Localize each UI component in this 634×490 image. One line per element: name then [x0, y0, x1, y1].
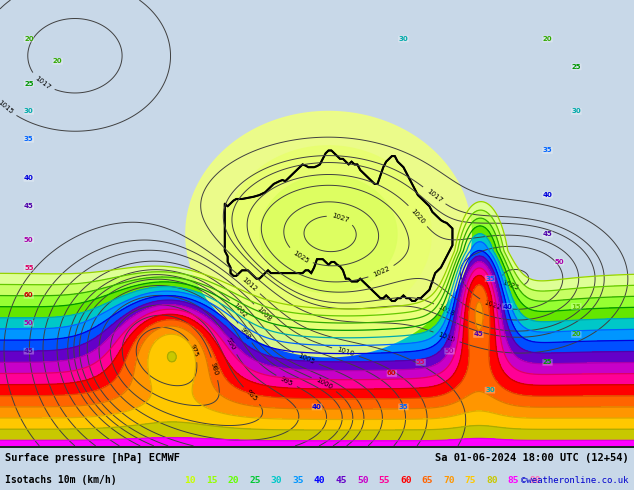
- Text: 1018: 1018: [437, 303, 456, 317]
- Text: 80: 80: [486, 476, 498, 485]
- Text: 1022: 1022: [372, 266, 391, 278]
- Text: 65: 65: [422, 476, 433, 485]
- Text: 55: 55: [378, 476, 390, 485]
- Text: 55: 55: [416, 359, 425, 365]
- Polygon shape: [226, 146, 431, 322]
- Text: 15: 15: [206, 476, 217, 485]
- Text: 1025: 1025: [501, 280, 519, 292]
- Text: 1000: 1000: [315, 377, 333, 391]
- Text: 1020: 1020: [410, 207, 426, 224]
- Text: 35: 35: [292, 476, 304, 485]
- Text: 40: 40: [24, 175, 34, 181]
- Text: 85: 85: [508, 476, 519, 485]
- Polygon shape: [186, 112, 471, 357]
- Text: 55: 55: [24, 265, 34, 270]
- Text: 45: 45: [543, 231, 552, 237]
- Text: 1012: 1012: [241, 276, 258, 293]
- Text: 35: 35: [543, 147, 552, 153]
- Text: 1002: 1002: [231, 302, 248, 319]
- Text: 50: 50: [24, 237, 34, 243]
- Text: 980: 980: [210, 362, 219, 376]
- Text: 60: 60: [400, 476, 411, 485]
- Text: 35: 35: [399, 404, 408, 410]
- Text: 25: 25: [24, 81, 34, 87]
- Text: Sa 01-06-2024 18:00 UTC (12+54): Sa 01-06-2024 18:00 UTC (12+54): [435, 453, 629, 463]
- Text: 30: 30: [485, 387, 495, 393]
- Text: 20: 20: [53, 58, 62, 64]
- Text: 1015: 1015: [0, 99, 14, 115]
- Text: ©weatheronline.co.uk: ©weatheronline.co.uk: [521, 476, 629, 485]
- Text: 30: 30: [571, 108, 581, 115]
- Text: 40: 40: [543, 192, 552, 198]
- Text: 30: 30: [399, 36, 408, 42]
- Text: 20: 20: [543, 36, 552, 42]
- Text: 30: 30: [271, 476, 282, 485]
- Text: 50: 50: [24, 320, 34, 326]
- Text: 70: 70: [443, 476, 455, 485]
- Text: 35: 35: [24, 136, 34, 142]
- Text: 1008: 1008: [256, 306, 272, 323]
- Text: 75: 75: [465, 476, 476, 485]
- Text: 10: 10: [184, 476, 196, 485]
- Text: 990: 990: [225, 337, 236, 351]
- Text: 1010: 1010: [336, 346, 355, 358]
- Text: 40: 40: [502, 304, 512, 310]
- Polygon shape: [260, 175, 397, 293]
- Text: 40: 40: [314, 476, 325, 485]
- Text: 50: 50: [554, 259, 564, 265]
- Text: 1015: 1015: [437, 331, 456, 343]
- Text: 20: 20: [24, 36, 34, 42]
- Text: 1005: 1005: [297, 352, 315, 365]
- Text: 1017: 1017: [34, 75, 51, 91]
- Text: 45: 45: [474, 331, 483, 338]
- Text: 60: 60: [24, 293, 34, 298]
- Polygon shape: [225, 150, 453, 301]
- Text: 45: 45: [24, 348, 34, 354]
- Text: 30: 30: [24, 108, 34, 115]
- Text: 15: 15: [572, 304, 581, 310]
- Text: 25: 25: [249, 476, 261, 485]
- Text: 995: 995: [279, 375, 294, 387]
- Text: 25: 25: [572, 64, 581, 70]
- Text: 45: 45: [335, 476, 347, 485]
- Text: Surface pressure [hPa] ECMWF: Surface pressure [hPa] ECMWF: [5, 453, 180, 464]
- Text: 20: 20: [572, 331, 581, 338]
- Text: 998: 998: [238, 326, 251, 340]
- Text: 50: 50: [445, 348, 455, 354]
- Text: 985: 985: [245, 389, 259, 402]
- Text: 20: 20: [228, 476, 239, 485]
- Text: 90: 90: [529, 476, 541, 485]
- Text: 40: 40: [312, 404, 322, 410]
- Text: 60: 60: [387, 370, 397, 376]
- Text: 1027: 1027: [331, 212, 350, 223]
- Text: 1017: 1017: [425, 188, 443, 203]
- Text: 975: 975: [189, 343, 199, 358]
- Text: Isotachs 10m (km/h): Isotachs 10m (km/h): [5, 475, 117, 485]
- Text: 1025: 1025: [291, 249, 309, 264]
- Text: 25: 25: [543, 359, 552, 365]
- Text: 1022: 1022: [483, 299, 502, 311]
- Text: 35: 35: [485, 276, 495, 282]
- Text: 45: 45: [24, 203, 34, 209]
- Text: 50: 50: [357, 476, 368, 485]
